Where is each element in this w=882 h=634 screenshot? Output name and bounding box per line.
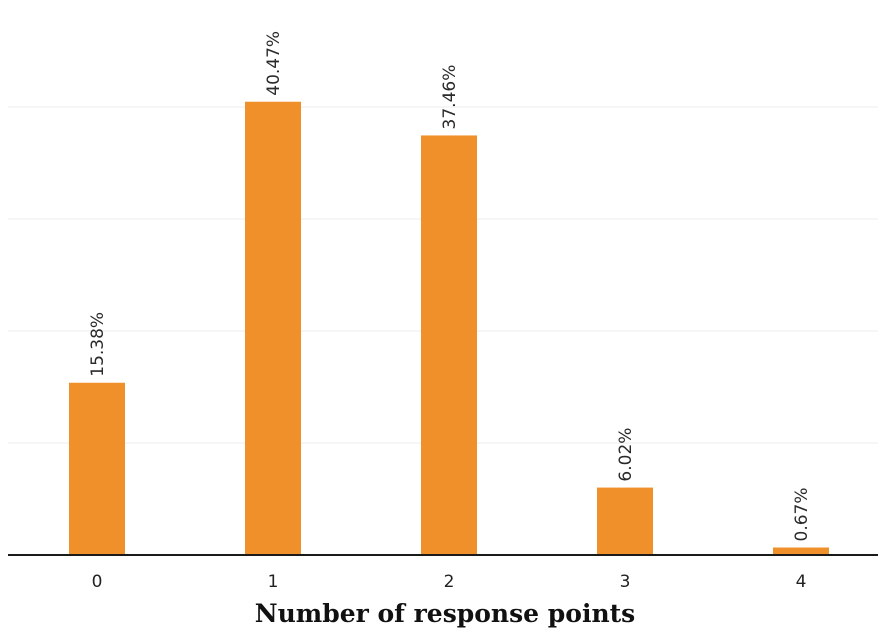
bar-3 [597,487,653,555]
bar-4 [773,547,829,555]
bar-1 [245,101,301,556]
x-tick-label-1: 1 [268,572,279,592]
data-labels: 15.38% 40.47% 37.46% 6.02% 0.67% [88,31,812,542]
x-tick-label-3: 3 [620,572,631,592]
bar-0 [69,382,125,555]
x-tick-label-2: 2 [444,572,455,592]
x-tick-labels: 0 1 2 3 4 [92,572,807,592]
data-label-2: 37.46% [440,65,460,130]
bars [69,101,829,556]
x-tick-label-0: 0 [92,572,103,592]
data-label-0: 15.38% [88,312,108,377]
data-label-3: 6.02% [616,428,636,482]
x-tick-label-4: 4 [796,572,807,592]
data-label-4: 0.67% [792,487,812,541]
data-label-1: 40.47% [264,31,284,96]
x-axis-title: Number of response points [255,599,636,628]
bar-2 [421,135,477,555]
